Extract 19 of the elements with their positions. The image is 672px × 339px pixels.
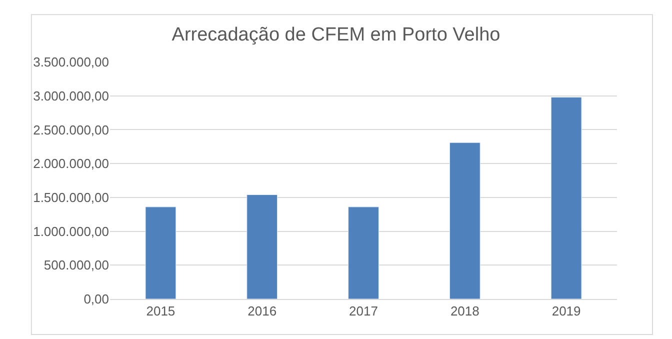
y-tick-label: 3.500.000,00 [33,54,109,70]
y-tick-label: 3.000.000,00 [33,88,109,104]
x-tick-label: 2015 [146,304,176,319]
y-tick-label: 1.000.000,00 [33,224,109,239]
bar [449,142,480,299]
chart-title: Arrecadação de CFEM em Porto Velho [172,24,500,46]
x-tick-label: 2016 [248,304,277,319]
x-tick-label: 2018 [450,304,480,319]
bar [145,206,176,299]
bar [246,194,278,299]
y-tick-label: 1.500.000,00 [33,190,109,205]
x-tick-label: 2019 [552,304,581,319]
y-tick-label: 2.500.000,00 [33,122,109,138]
bar [550,96,582,299]
y-tick-label: 0,00 [84,292,109,307]
bar [348,206,379,299]
y-tick-label: 500.000,00 [44,258,109,273]
x-tick-label: 2017 [349,304,378,319]
y-tick-label: 2.000.000,00 [33,156,109,172]
